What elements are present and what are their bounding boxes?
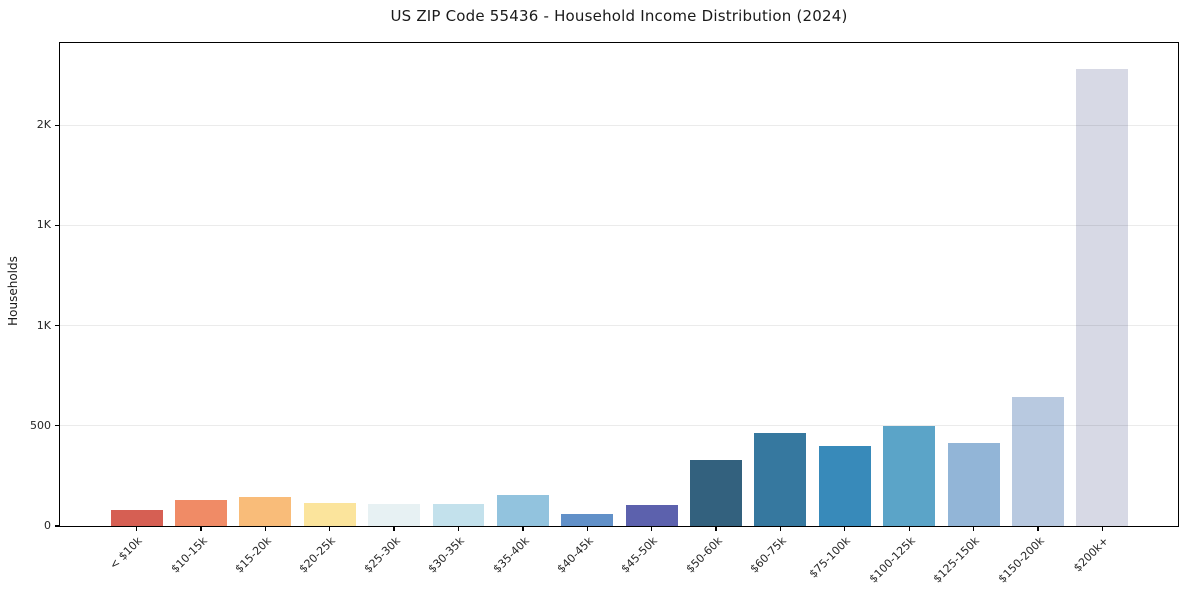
gridline	[60, 425, 1178, 427]
x-tick-label: $100-125k	[866, 534, 918, 586]
bar	[303, 502, 356, 526]
x-tick-label: $20-25k	[296, 534, 339, 576]
bar	[174, 500, 227, 526]
y-tick-label: 1K	[36, 318, 51, 332]
x-tick-label: $75-100k	[807, 534, 854, 581]
gridline	[60, 124, 1178, 126]
x-tick-label: $30-35k	[425, 534, 467, 576]
bar	[239, 496, 292, 526]
y-tick-label: 2K	[36, 118, 51, 132]
bar	[625, 504, 678, 526]
x-tick-label: $50-60k	[683, 534, 725, 576]
x-tick	[586, 526, 588, 531]
x-tick	[779, 526, 782, 531]
x-tick-label: $45-50k	[618, 534, 661, 576]
bar	[1076, 69, 1129, 526]
x-tick-label: $125-150k	[930, 534, 983, 586]
bar	[947, 442, 1000, 526]
x-tick-label: $60-75k	[747, 534, 789, 576]
bar	[561, 513, 614, 526]
plot-area: 0 500 1K 1K 2K < $10k $10-15k $15-20k $20-25k $25…	[30, 42, 1179, 585]
x-tick-label: $35-40k	[490, 534, 532, 576]
y-axis-label: Households	[6, 256, 20, 326]
x-tick	[908, 526, 910, 531]
bar	[368, 503, 421, 526]
x-tick-label: $10-15k	[168, 534, 210, 576]
x-tick-label: $40-45k	[554, 534, 596, 576]
x-tick-label: < $10k	[107, 534, 146, 572]
x-tick	[1037, 526, 1039, 531]
gridline	[60, 325, 1178, 327]
chart-title: US ZIP Code 55436 - Household Income Dis…	[390, 7, 848, 25]
bar	[432, 504, 485, 526]
x-tick	[457, 526, 460, 531]
x-tick	[844, 526, 846, 531]
y-tick	[55, 525, 60, 527]
bar	[496, 494, 549, 526]
bar	[1011, 397, 1064, 526]
bar	[754, 432, 807, 526]
x-tick	[393, 526, 395, 531]
bar	[818, 446, 871, 526]
x-tick	[650, 526, 653, 531]
x-tick-label: $15-20k	[232, 534, 274, 576]
y-tick-label: 500	[30, 418, 51, 432]
x-tick	[200, 526, 202, 531]
bar	[110, 509, 163, 526]
x-tick-label: $150-200k	[995, 534, 1047, 586]
y-tick	[55, 224, 60, 227]
y-tick	[55, 324, 60, 327]
gridline	[60, 224, 1178, 226]
bar	[883, 425, 936, 526]
x-tick	[135, 526, 138, 531]
x-tick	[329, 526, 331, 531]
x-tick-label: $25-30k	[361, 534, 403, 576]
bar	[690, 460, 742, 526]
x-tick	[522, 526, 524, 531]
y-tick	[55, 124, 60, 126]
x-tick	[264, 526, 266, 531]
y-tick-label: 0	[44, 518, 51, 532]
y-tick-label: 1K	[36, 218, 51, 232]
x-tick	[715, 526, 717, 531]
y-tick	[55, 425, 60, 427]
x-tick	[1101, 526, 1103, 531]
x-tick	[972, 526, 975, 531]
x-tick-label: $200k+	[1070, 534, 1111, 575]
